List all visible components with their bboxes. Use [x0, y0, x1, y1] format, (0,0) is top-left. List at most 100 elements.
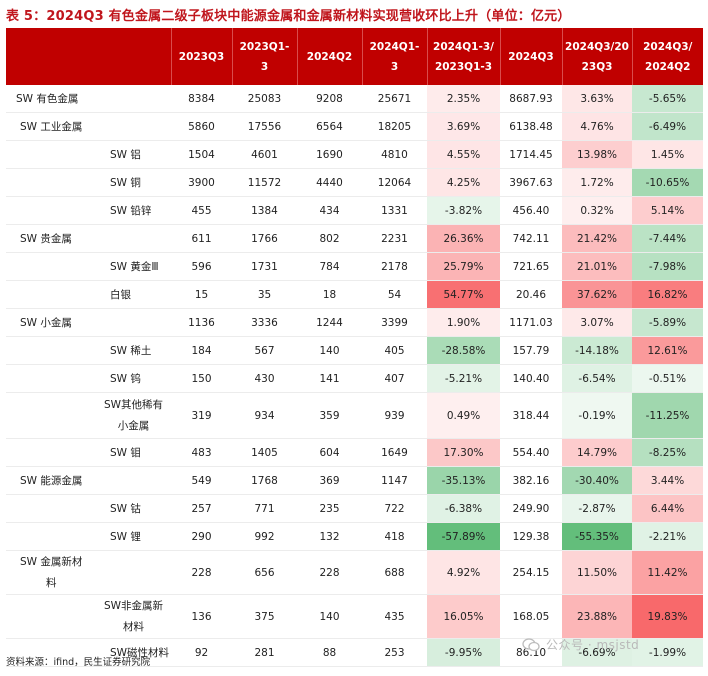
sector-name-cell: SW 金属新材料 [6, 550, 171, 595]
sector-name-cell: SW非金属新 材料 [6, 594, 171, 639]
value-cell: 3399 [362, 308, 427, 337]
value-cell: 939 [362, 392, 427, 439]
value-cell: 319 [171, 392, 232, 439]
value-cell: 8687.93 [500, 85, 562, 113]
table-row: SW 小金属 1136 3336 1244 3399 1.90% 1171.03 3.07% -… [6, 308, 703, 337]
growth-rate-cell: -7.44% [632, 224, 703, 253]
value-cell: 140.40 [500, 364, 562, 393]
value-cell: 20.46 [500, 280, 562, 309]
growth-rate-cell: -8.25% [632, 438, 703, 467]
value-cell: 8384 [171, 85, 232, 113]
sector-name-cell: SW磁性材料 [6, 638, 171, 667]
value-cell: 1331 [362, 196, 427, 225]
growth-rate-cell: 14.79% [562, 438, 632, 467]
table-row: SW其他稀有 小金属 319 934 359 939 0.49% 318.44 -0.19% -1… [6, 392, 703, 439]
value-cell: 140 [297, 594, 362, 639]
growth-rate-cell: 2.35% [427, 85, 500, 113]
value-cell: 1244 [297, 308, 362, 337]
value-cell: 771 [232, 494, 297, 523]
value-cell: 3336 [232, 308, 297, 337]
table-row: SW磁性材料 92 281 88 253 -9.95% 86.10 -6.69% -1.99% [6, 638, 703, 667]
growth-rate-cell: -9.95% [427, 638, 500, 667]
table-header-row: 2023Q3 2023Q1- 3 2024Q2 2024Q1- 3 2024Q1-3/202… [6, 28, 703, 85]
sector-name-cell: 白银 [6, 280, 171, 309]
growth-rate-cell: 3.44% [632, 466, 703, 495]
growth-rate-cell: -11.25% [632, 392, 703, 439]
value-cell: 150 [171, 364, 232, 393]
growth-rate-cell: -35.13% [427, 466, 500, 495]
growth-rate-cell: 1.45% [632, 140, 703, 169]
value-cell: 318.44 [500, 392, 562, 439]
value-cell: 1171.03 [500, 308, 562, 337]
value-cell: 604 [297, 438, 362, 467]
value-cell: 290 [171, 522, 232, 551]
value-cell: 1768 [232, 466, 297, 495]
value-cell: 5860 [171, 112, 232, 141]
growth-rate-cell: -5.65% [632, 85, 703, 113]
value-cell: 18 [297, 280, 362, 309]
value-cell: 611 [171, 224, 232, 253]
column-header: 2024Q3/2024Q2 [632, 28, 703, 85]
value-cell: 6564 [297, 112, 362, 141]
table-row: SW 钨 150 430 141 407 -5.21% 140.40 -6.54% -0.51% [6, 364, 703, 393]
growth-rate-cell: 19.83% [632, 594, 703, 639]
value-cell: 129.38 [500, 522, 562, 551]
value-cell: 4440 [297, 168, 362, 197]
value-cell: 2178 [362, 252, 427, 281]
growth-rate-cell: 6.44% [632, 494, 703, 523]
sector-name-cell: SW 有色金属 [6, 85, 171, 113]
value-cell: 1766 [232, 224, 297, 253]
growth-rate-cell: 3.69% [427, 112, 500, 141]
column-header: 2024Q2 [297, 28, 363, 85]
wechat-icon [522, 637, 540, 651]
value-cell: 18205 [362, 112, 427, 141]
value-cell: 228 [297, 550, 362, 595]
growth-rate-cell: 4.25% [427, 168, 500, 197]
value-cell: 407 [362, 364, 427, 393]
table-row: SW非金属新 材料 136 375 140 435 16.05% 168.05 23.88% 19… [6, 594, 703, 639]
table-row: SW 稀土 184 567 140 405 -28.58% 157.79 -14.18% 12.… [6, 336, 703, 365]
growth-rate-cell: -5.89% [632, 308, 703, 337]
growth-rate-cell: 16.82% [632, 280, 703, 309]
value-cell: 25083 [232, 85, 297, 113]
growth-rate-cell: -6.38% [427, 494, 500, 523]
growth-rate-cell: -14.18% [562, 336, 632, 365]
sector-name-cell: SW 钴 [6, 494, 171, 523]
column-header: 2024Q1- 3 [362, 28, 428, 85]
growth-rate-cell: -30.40% [562, 466, 632, 495]
value-cell: 140 [297, 336, 362, 365]
growth-rate-cell: -10.65% [632, 168, 703, 197]
value-cell: 4601 [232, 140, 297, 169]
growth-rate-cell: 12.61% [632, 336, 703, 365]
growth-rate-cell: 37.62% [562, 280, 632, 309]
value-cell: 184 [171, 336, 232, 365]
value-cell: 382.16 [500, 466, 562, 495]
growth-rate-cell: 3.63% [562, 85, 632, 113]
value-cell: 88 [297, 638, 362, 667]
value-cell: 721.65 [500, 252, 562, 281]
value-cell: 35 [232, 280, 297, 309]
growth-rate-cell: 0.32% [562, 196, 632, 225]
sector-name-cell: SW 稀土 [6, 336, 171, 365]
table-row: SW 钼 483 1405 604 1649 17.30% 554.40 14.79% -8.2… [6, 438, 703, 467]
value-cell: 257 [171, 494, 232, 523]
value-cell: 9208 [297, 85, 362, 113]
growth-rate-cell: -55.35% [562, 522, 632, 551]
sector-name-cell: SW 小金属 [6, 308, 171, 337]
table-row: SW 钴 257 771 235 722 -6.38% 249.90 -2.87% 6.44% [6, 494, 703, 523]
value-cell: 249.90 [500, 494, 562, 523]
growth-rate-cell: 17.30% [427, 438, 500, 467]
sector-name-cell: SW 钼 [6, 438, 171, 467]
growth-rate-cell: 1.72% [562, 168, 632, 197]
growth-rate-cell: 21.01% [562, 252, 632, 281]
table-row: SW 铝 1504 4601 1690 4810 4.55% 1714.45 13.98% 1.… [6, 140, 703, 169]
growth-rate-cell: -0.51% [632, 364, 703, 393]
value-cell: 1384 [232, 196, 297, 225]
table-row: SW 有色金属 8384 25083 9208 25671 2.35% 8687.93 3.6… [6, 85, 703, 113]
growth-rate-cell: -2.87% [562, 494, 632, 523]
table-row: SW 金属新材料 228 656 228 688 4.92% 254.15 11.50% 11.… [6, 550, 703, 595]
watermark-text: 公众号 · msjstd [546, 638, 640, 652]
column-header: 2024Q3 [500, 28, 563, 85]
column-header: 2024Q3/20 23Q3 [562, 28, 633, 85]
value-cell: 1714.45 [500, 140, 562, 169]
